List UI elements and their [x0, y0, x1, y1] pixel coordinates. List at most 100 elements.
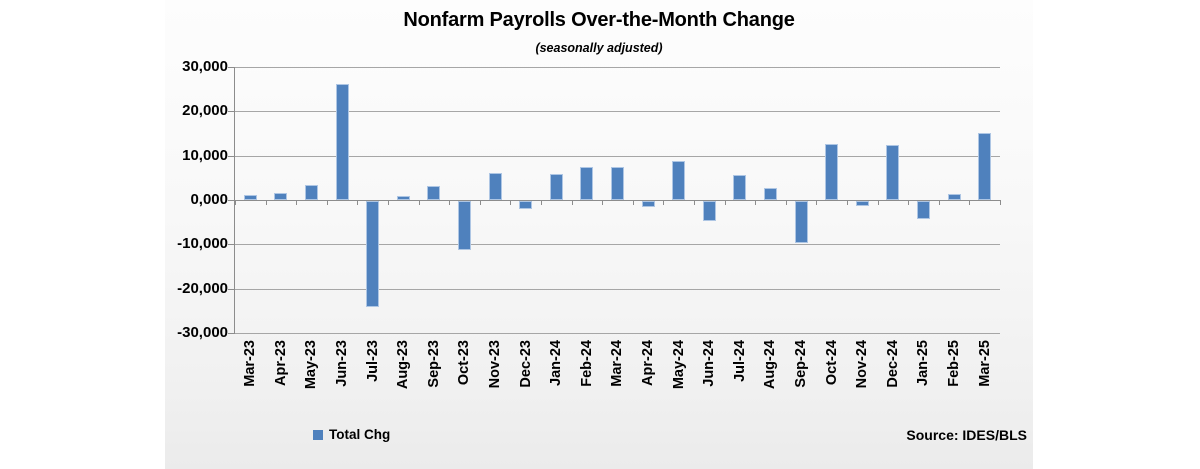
x-tick-label: Jan-24: [548, 340, 565, 386]
bar-Nov-23: [488, 173, 502, 200]
x-tick-slot: Mar-24: [602, 340, 633, 404]
category-tick: [755, 200, 756, 205]
x-tick-label: Sep-23: [425, 340, 442, 388]
x-tick-slot: Feb-25: [939, 340, 970, 404]
x-tick-label: Feb-24: [578, 340, 595, 387]
chart-title: Nonfarm Payrolls Over-the-Month Change: [403, 9, 795, 31]
x-tick-slot: Nov-24: [847, 340, 878, 404]
legend-label: Total Chg: [329, 427, 391, 442]
gridline: [235, 333, 1000, 334]
category-tick: [786, 200, 787, 205]
bar-Jul-23: [366, 201, 380, 307]
gridline: [235, 156, 1000, 157]
x-tick-label: Nov-23: [487, 340, 504, 389]
x-tick-slot: Dec-24: [878, 340, 909, 404]
plot-area: [228, 67, 1001, 334]
bar-Jan-24: [549, 174, 563, 200]
zero-axis-line: [235, 200, 1000, 201]
category-tick: [296, 200, 297, 205]
bar-Sep-23: [427, 185, 441, 200]
x-tick-slot: Jun-23: [327, 340, 358, 404]
category-tick: [1000, 200, 1001, 205]
category-tick: [602, 200, 603, 205]
x-tick-slot: Nov-23: [480, 340, 511, 404]
x-tick-label: Apr-23: [272, 340, 289, 386]
category-tick: [816, 200, 817, 205]
x-tick-slot: Aug-23: [388, 340, 419, 404]
bar-Sep-24: [794, 201, 808, 243]
x-tick-slot: Jan-24: [541, 340, 572, 404]
y-axis-labels: 30,000 20,000 10,000 0,000 -10,000 -20,000 -30…: [165, 58, 228, 341]
category-tick: [388, 200, 389, 205]
x-tick-label: May-24: [670, 340, 687, 390]
x-tick-slot: Jul-23: [357, 340, 388, 404]
bar-Jun-24: [702, 201, 716, 221]
bar-Oct-24: [825, 143, 839, 200]
y-axis-tick: [228, 244, 234, 245]
x-tick-label: Oct-23: [456, 340, 473, 386]
x-tick-slot: Jun-24: [694, 340, 725, 404]
x-tick-label: Dec-24: [884, 340, 901, 388]
bar-Mar-23: [243, 195, 257, 200]
gridline: [235, 111, 1000, 112]
bar-Mar-25: [978, 133, 992, 200]
x-tick-slot: Aug-24: [755, 340, 786, 404]
x-tick-label: May-23: [303, 340, 320, 390]
bar-Jul-24: [733, 175, 747, 200]
y-axis-tick: [228, 200, 234, 201]
chart-panel: Nonfarm Payrolls Over-the-Month Change (…: [165, 0, 1033, 469]
bar-Apr-23: [274, 193, 288, 200]
x-tick-label: Sep-24: [793, 340, 810, 388]
category-tick: [694, 200, 695, 205]
category-tick: [235, 200, 236, 205]
y-axis-tick: [228, 156, 234, 157]
x-tick-slot: May-24: [663, 340, 694, 404]
category-tick: [939, 200, 940, 205]
x-tick-label: Aug-24: [762, 340, 779, 390]
x-tick-slot: May-23: [296, 340, 327, 404]
gridline: [235, 244, 1000, 245]
bar-Feb-24: [580, 166, 594, 201]
x-tick-slot: Sep-23: [419, 340, 450, 404]
category-tick: [327, 200, 328, 205]
category-tick: [878, 200, 879, 205]
bar-Mar-24: [611, 167, 624, 200]
gridline: [235, 289, 1000, 290]
y-axis-line: [234, 67, 235, 334]
category-tick: [510, 200, 511, 205]
x-tick-slot: Feb-24: [572, 340, 603, 404]
y-axis-tick: [228, 289, 234, 290]
category-tick: [908, 200, 909, 205]
chart-subtitle: (seasonally adjusted): [535, 41, 663, 55]
x-tick-label: Mar-25: [976, 340, 993, 387]
x-tick-label: Apr-24: [640, 340, 657, 386]
category-tick: [847, 200, 848, 205]
category-tick: [480, 200, 481, 205]
category-tick: [663, 200, 664, 205]
x-tick-slot: Mar-23: [235, 340, 266, 404]
bar-Nov-24: [855, 201, 869, 207]
category-tick: [266, 200, 267, 205]
x-tick-label: Jul-23: [364, 340, 381, 382]
x-tick-slot: Apr-24: [633, 340, 664, 404]
x-tick-label: Feb-25: [946, 340, 963, 387]
category-tick: [541, 200, 542, 205]
legend: Total Chg: [313, 427, 390, 442]
x-tick-slot: Oct-23: [449, 340, 480, 404]
x-tick-label: Jan-25: [915, 340, 932, 386]
x-tick-slot: Mar-25: [969, 340, 1000, 404]
x-tick-slot: Oct-24: [816, 340, 847, 404]
category-tick: [419, 200, 420, 205]
bar-Oct-23: [458, 201, 471, 251]
category-tick: [449, 200, 450, 205]
x-tick-label: Jun-23: [334, 340, 351, 387]
y-tick-label: 10,000: [182, 147, 228, 164]
category-tick: [633, 200, 634, 205]
x-tick-label: Jul-24: [731, 340, 748, 382]
bar-Aug-23: [396, 195, 410, 200]
x-tick-slot: Jan-25: [908, 340, 939, 404]
bar-Jun-23: [335, 84, 349, 200]
bar-Dec-23: [519, 201, 533, 209]
y-tick-label: -30,000: [177, 324, 228, 341]
